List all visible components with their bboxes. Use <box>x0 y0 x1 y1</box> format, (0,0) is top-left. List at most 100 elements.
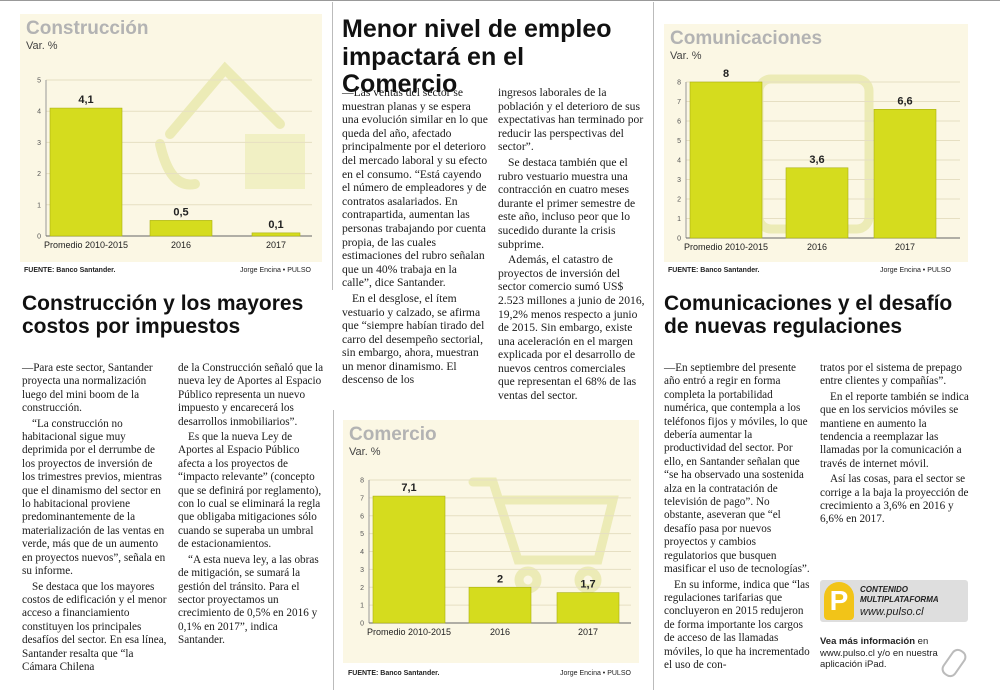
comercio-data-label: 2 <box>497 573 503 585</box>
construccion-chart-plot: 0 1 2 3 4 5 4,1 Promedio 2010-2015 0,5 2016 0,1 201… <box>37 61 312 250</box>
comercio-chart-subtitle: Var. % <box>349 446 381 458</box>
top-rule <box>0 0 1000 1</box>
cart-frame <box>468 477 619 565</box>
comercio-data-label: 1,7 <box>580 579 595 591</box>
construccion-col2-para-1: de la Construcción señaló que la nueva l… <box>178 362 324 428</box>
comunicaciones-chart-source: FUENTE: Banco Santander. <box>668 267 760 274</box>
construccion-ytick-label: 3 <box>37 140 41 147</box>
comercio-chart: Comercio Var. % 0 1 2 3 4 5 6 7 8 7,1 Promedio 201… <box>343 420 639 663</box>
excavator-illustration <box>155 61 305 190</box>
construccion-chart-title: Construcción <box>26 18 149 39</box>
pulso-logo-icon: P <box>824 582 854 620</box>
cart-wheel <box>514 566 542 594</box>
comunicaciones-bar <box>689 81 763 239</box>
comercio-ytick-label: 8 <box>360 478 364 485</box>
comercio-chart-source: FUENTE: Banco Santander. <box>348 670 440 677</box>
comunicaciones-bar <box>873 109 937 239</box>
comercio-ytick-label: 5 <box>360 531 364 538</box>
construccion-ytick-label: 1 <box>37 202 41 209</box>
comunicaciones-ytick-label: 0 <box>677 236 681 243</box>
comercio-ytick-label: 6 <box>360 513 364 520</box>
comunicaciones-chart: Comunicaciones Var. % 0 1 2 3 4 5 6 7 8 8 Promedio… <box>664 24 968 262</box>
excavator-arm <box>165 61 285 139</box>
promo-box: P CONTENIDO MULTIPLATAFORMA www.pulso.cl… <box>818 578 970 682</box>
comunicaciones-data-label: 8 <box>723 68 729 80</box>
comunicaciones-category-label: 2017 <box>895 242 915 252</box>
construccion-col2-para-2: Es que la nueva Ley de Aportes al Espaci… <box>178 431 322 551</box>
comercio-ytick-label: 2 <box>360 585 364 592</box>
comunicaciones-data-label: 6,6 <box>897 95 912 107</box>
column-rule-right <box>653 2 654 690</box>
comercio-bar <box>556 592 620 624</box>
comunicaciones-bar <box>785 167 849 239</box>
comercio-chart-plot: 0 1 2 3 4 5 6 7 8 7,1 Promedio 2010-2015 2 2016 1,7 20… <box>360 477 631 637</box>
comercio-ytick-label: 0 <box>360 621 364 628</box>
construccion-ytick-label: 4 <box>37 109 41 116</box>
comunicaciones-ytick-label: 2 <box>677 197 681 204</box>
construccion-data-label: 4,1 <box>78 94 93 106</box>
construccion-chart-credit: Jorge Encina • PULSO <box>240 267 311 274</box>
comunicaciones-ytick-label: 3 <box>677 177 681 184</box>
comunicaciones-ytick-label: 6 <box>677 119 681 126</box>
comercio-ytick-label: 3 <box>360 567 364 574</box>
construccion-bar <box>149 220 213 237</box>
comunicaciones-ytick-label: 1 <box>677 216 681 223</box>
promo-badge-line2: MULTIPLATAFORMA <box>860 595 939 604</box>
comunicaciones-ytick-label: 4 <box>677 158 681 165</box>
promo-info-bold: Vea más información <box>820 636 916 647</box>
construccion-col2-para-3: “A esta nueva ley, a las obras de mitiga… <box>178 553 319 647</box>
comunicaciones-chart-plot: 0 1 2 3 4 5 6 7 8 8 Promedio 2010-2015 3,6 2016 6,6 20… <box>677 68 960 252</box>
comercio-category-label: Promedio 2010-2015 <box>367 627 451 637</box>
comercio-col2-para-1: ingresos laborales de la población y el … <box>498 86 644 154</box>
comunicaciones-col2-para-2: En el reporte también se indica que en l… <box>820 390 969 470</box>
construccion-chart: Construcción Var. % 0 1 2 3 4 5 4,1 Promedio 20… <box>20 14 322 262</box>
comunicaciones-col1-para-2: En su informe, indica que “las regulacio… <box>664 578 810 671</box>
comunicaciones-col2-para-3: Así las cosas, para el sector se corrige… <box>820 473 969 526</box>
comunicaciones-chart-credit: Jorge Encina • PULSO <box>880 267 951 274</box>
construccion-data-label: 0,5 <box>173 206 188 218</box>
column-rule-left <box>332 2 333 290</box>
construccion-ytick-label: 5 <box>37 78 41 85</box>
comunicaciones-col1-para-1: —En septiembre del presente año entró a … <box>664 362 810 576</box>
comunicaciones-category-label: 2016 <box>807 242 827 252</box>
construccion-category-label: 2016 <box>171 240 191 250</box>
column-rule-mid <box>333 410 334 690</box>
comercio-col1-para-2: En el desglose, el ítem vestuario y calz… <box>342 291 485 387</box>
excavator-cab <box>245 134 305 189</box>
promo-info-rest: en www.pulso.cl y/o en nuestra aplicació… <box>820 636 938 670</box>
comunicaciones-data-label: 3,6 <box>809 154 824 166</box>
construccion-col1-para-1: —Para este sector, Santander proyecta un… <box>22 362 153 415</box>
comercio-category-label: 2016 <box>490 627 510 637</box>
comercio-bar <box>372 495 446 624</box>
comercio-col2-para-3: Además, el catastro de proyectos de inve… <box>498 253 645 403</box>
comunicaciones-chart-title: Comunicaciones <box>670 28 823 49</box>
promo-url[interactable]: www.pulso.cl <box>860 606 924 618</box>
construccion-col1-para-2: “La construcción no habitacional sigue m… <box>22 417 166 578</box>
promo-info: Vea más información en www.pulso.cl y/o … <box>820 636 944 671</box>
comercio-col1-para-1: —Las ventas del sector se muestran plana… <box>342 86 488 290</box>
promo-badge-line1: CONTENIDO <box>860 585 908 594</box>
construccion-column-1: —Para este sector, Santander proyecta un… <box>22 362 168 676</box>
comercio-ytick-label: 1 <box>360 603 364 610</box>
comercio-category-label: 2017 <box>578 627 598 637</box>
construccion-data-label: 0,1 <box>268 219 283 231</box>
comercio-headline: Menor nivel de empleo impactará en el Co… <box>342 15 612 98</box>
comunicaciones-ytick-label: 7 <box>677 99 681 106</box>
construccion-category-label: 2017 <box>266 240 286 250</box>
comercio-column-1: —Las ventas del sector se muestran plana… <box>342 86 488 389</box>
comunicaciones-column-1: —En septiembre del presente año entró a … <box>664 362 810 674</box>
construccion-bar <box>251 232 301 237</box>
comercio-bar <box>468 586 532 624</box>
comunicaciones-ytick-label: 8 <box>677 80 681 87</box>
comercio-data-label: 7,1 <box>401 482 416 494</box>
comercio-chart-credit: Jorge Encina • PULSO <box>560 670 631 677</box>
comercio-ytick-label: 4 <box>360 549 364 556</box>
comercio-column-2: ingresos laborales de la población y el … <box>498 86 645 405</box>
comunicaciones-ytick-label: 5 <box>677 138 681 145</box>
comercio-ytick-label: 7 <box>360 495 364 502</box>
construccion-category-label: Promedio 2010-2015 <box>44 240 128 250</box>
comunicaciones-category-label: Promedio 2010-2015 <box>684 242 768 252</box>
comercio-chart-title: Comercio <box>349 424 437 445</box>
construccion-chart-subtitle: Var. % <box>26 40 58 52</box>
comunicaciones-headline: Comunicaciones y el desafío de nuevas re… <box>664 292 953 339</box>
